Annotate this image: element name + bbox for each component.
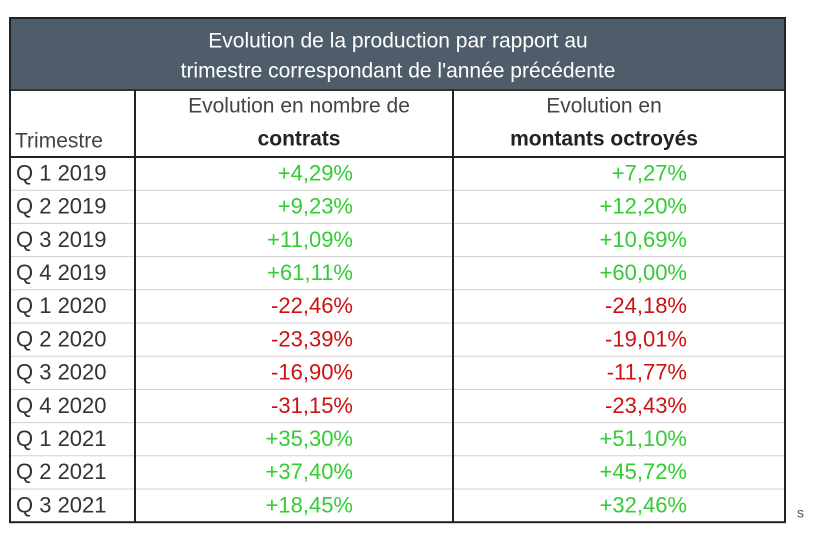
value: -22,46% [271,293,353,318]
quarter: Q 4 2019 [16,260,107,285]
quarter: Q 2 2021 [16,459,107,484]
value: -11,77% [607,360,687,385]
title-band [10,18,785,90]
quarter: Q 2 2020 [16,326,107,351]
column-header: Evolution en nombre de [188,95,410,118]
quarter: Q 4 2020 [16,393,107,418]
value: -31,15% [271,393,353,418]
quarter: Q 1 2021 [16,426,107,451]
value: -19,01% [605,326,687,351]
column-header: Trimestre [15,130,103,153]
column-header: Evolution en [546,95,662,118]
value: +32,46% [600,492,687,517]
value: +4,29% [278,160,353,185]
quarter: Q 1 2020 [16,293,107,318]
value: +10,69% [600,227,687,252]
quarter: Q 3 2020 [16,360,107,385]
value: -23,43% [605,393,687,418]
value: +12,20% [600,194,687,219]
value: -24,18% [605,293,687,318]
quarter: Q 2 2019 [16,194,107,219]
value: +35,30% [266,426,353,451]
column-header: montants octroyés [510,128,698,151]
value: +61,11% [267,260,353,285]
value: +37,40% [266,459,353,484]
table-border [9,17,786,524]
column-header: contrats [258,128,341,151]
value: +18,45% [266,492,353,517]
quarter: Q 3 2019 [16,227,107,252]
value: +60,00% [600,260,687,285]
title: Evolution de la production par rapport a… [208,30,587,53]
value: +9,23% [278,194,353,219]
title: trimestre correspondant de l'année précé… [181,60,616,83]
value: +7,27% [612,160,687,185]
value: +45,72% [600,459,687,484]
value: -23,39% [271,326,353,351]
quarter: Q 3 2021 [16,492,107,517]
footnote: s [797,505,804,521]
value: +51,10% [600,426,687,451]
quarter: Q 1 2019 [16,160,107,185]
value: -16,90% [271,360,353,385]
value: +11,09% [267,227,353,252]
